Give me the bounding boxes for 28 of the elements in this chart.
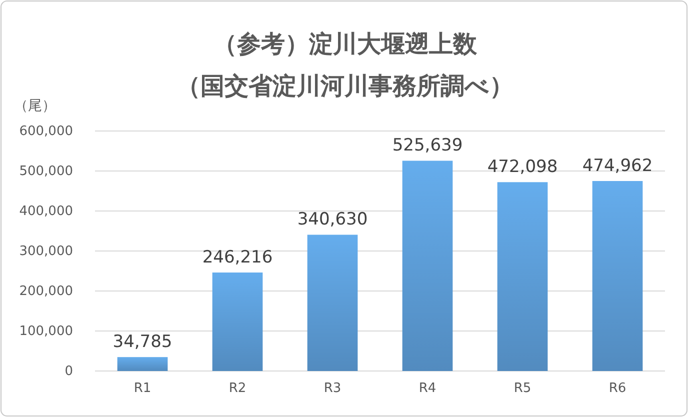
x-tick-label: R2 — [228, 381, 246, 396]
chart-title: （参考）淀川大堰遡上数 — [213, 30, 478, 58]
x-tick-label: R1 — [134, 381, 152, 396]
y-axis-title: （尾） — [14, 98, 56, 114]
y-tick-label: 100,000 — [19, 324, 73, 340]
data-label: 472,098 — [487, 157, 558, 178]
chart-subtitle: （国交省淀川河川事務所調べ） — [176, 72, 514, 100]
y-tick-label: 0 — [64, 364, 73, 380]
x-tick-label: R6 — [608, 381, 626, 396]
x-tick-label: R4 — [418, 381, 436, 396]
x-tick-label: R3 — [324, 381, 342, 396]
data-label: 525,639 — [392, 136, 463, 156]
y-tick-label: 300,000 — [19, 244, 73, 260]
bar — [212, 272, 263, 371]
bar — [592, 181, 643, 371]
bar — [497, 182, 548, 371]
bar — [307, 234, 358, 371]
x-tick-label: R5 — [514, 381, 532, 396]
bar — [402, 160, 453, 371]
y-tick-label: 200,000 — [19, 284, 73, 300]
y-tick-label: 600,000 — [19, 124, 73, 140]
y-tick-label: 400,000 — [19, 204, 73, 220]
data-label: 340,630 — [297, 210, 368, 230]
data-label: 34,785 — [112, 332, 172, 352]
bar — [117, 357, 168, 371]
data-label: 246,216 — [202, 248, 273, 268]
data-label: 474,962 — [582, 156, 653, 176]
y-tick-label: 500,000 — [19, 164, 73, 180]
